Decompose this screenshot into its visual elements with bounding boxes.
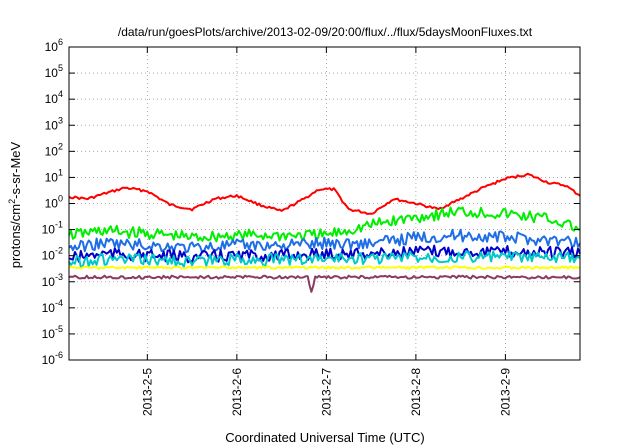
- series-line-5: [68, 250, 581, 268]
- y-tick-label: 10-2: [42, 246, 63, 263]
- y-axis-label-main: protons/cm: [8, 204, 23, 268]
- y-tick-label: 10-1: [42, 220, 63, 237]
- x-axis-ticks: 2013-2-5 2013-2-6 2013-2-7 2013-2-8 2013-2-9: [140, 47, 512, 416]
- series-line-7: [68, 274, 581, 293]
- y-axis-ticks: 10-6 10-5 10-4 10-3 10-2 10-1 100 101 102 103 104 1…: [42, 37, 580, 367]
- series-line-6: [68, 265, 581, 270]
- y-tick-label: 100: [45, 194, 63, 211]
- y-tick-label: 102: [45, 141, 63, 158]
- y-axis-label: protons/cm2-s-sr-MeV: [7, 141, 23, 268]
- y-tick-label: 10-3: [42, 272, 63, 289]
- x-tick-label: 2013-2-8: [409, 368, 423, 416]
- series-line-2: [68, 206, 581, 243]
- y-tick-label: 104: [45, 89, 63, 106]
- series-line-1: [68, 172, 581, 215]
- series-layer: [68, 172, 581, 293]
- x-tick-label: 2013-2-5: [140, 368, 154, 416]
- chart-title: /data/run/goesPlots/archive/2013-02-09/2…: [118, 25, 533, 39]
- y-tick-label: 105: [45, 63, 63, 80]
- y-tick-label: 10-4: [42, 298, 63, 315]
- x-tick-label: 2013-2-7: [319, 368, 333, 416]
- y-axis-label-unit: -s-sr-MeV: [8, 141, 23, 198]
- y-axis-label-superscript: 2: [7, 199, 17, 204]
- y-tick-label: 10-6: [42, 350, 63, 367]
- x-tick-label: 2013-2-6: [230, 368, 244, 416]
- y-tick-label: 103: [45, 115, 63, 132]
- y-tick-label: 106: [45, 37, 63, 54]
- y-tick-label: 101: [45, 167, 63, 184]
- x-tick-label: 2013-2-9: [498, 368, 512, 416]
- series-line-3: [68, 228, 581, 254]
- x-axis-label: Coordinated Universal Time (UTC): [225, 430, 424, 445]
- gridlines: [69, 47, 580, 360]
- y-tick-label: 10-5: [42, 324, 63, 341]
